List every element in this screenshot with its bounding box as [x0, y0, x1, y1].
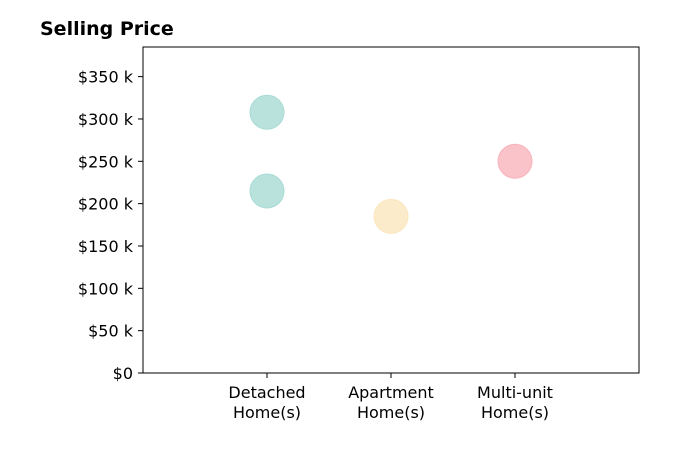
- x-tick-label: Home(s): [357, 403, 425, 422]
- x-tick-label: Apartment: [348, 383, 434, 402]
- y-tick-label: $300 k: [78, 110, 134, 129]
- y-tick-label: $350 k: [78, 68, 134, 87]
- x-tick-label: Home(s): [233, 403, 301, 422]
- x-tick-label: Home(s): [481, 403, 549, 422]
- chart-title: Selling Price: [40, 18, 174, 40]
- y-tick-label: $100 k: [78, 279, 134, 298]
- data-point: [373, 198, 409, 234]
- data-point: [497, 143, 533, 179]
- y-tick-label: $0: [113, 364, 133, 383]
- y-tick-label: $200 k: [78, 195, 134, 214]
- y-tick-label: $250 k: [78, 152, 134, 171]
- x-tick-label: Multi-unit: [477, 383, 553, 402]
- data-point: [249, 173, 285, 209]
- y-tick-label: $50 k: [88, 322, 134, 341]
- x-tick-label: Detached: [228, 383, 305, 402]
- y-tick-label: $150 k: [78, 237, 134, 256]
- data-point: [249, 94, 285, 130]
